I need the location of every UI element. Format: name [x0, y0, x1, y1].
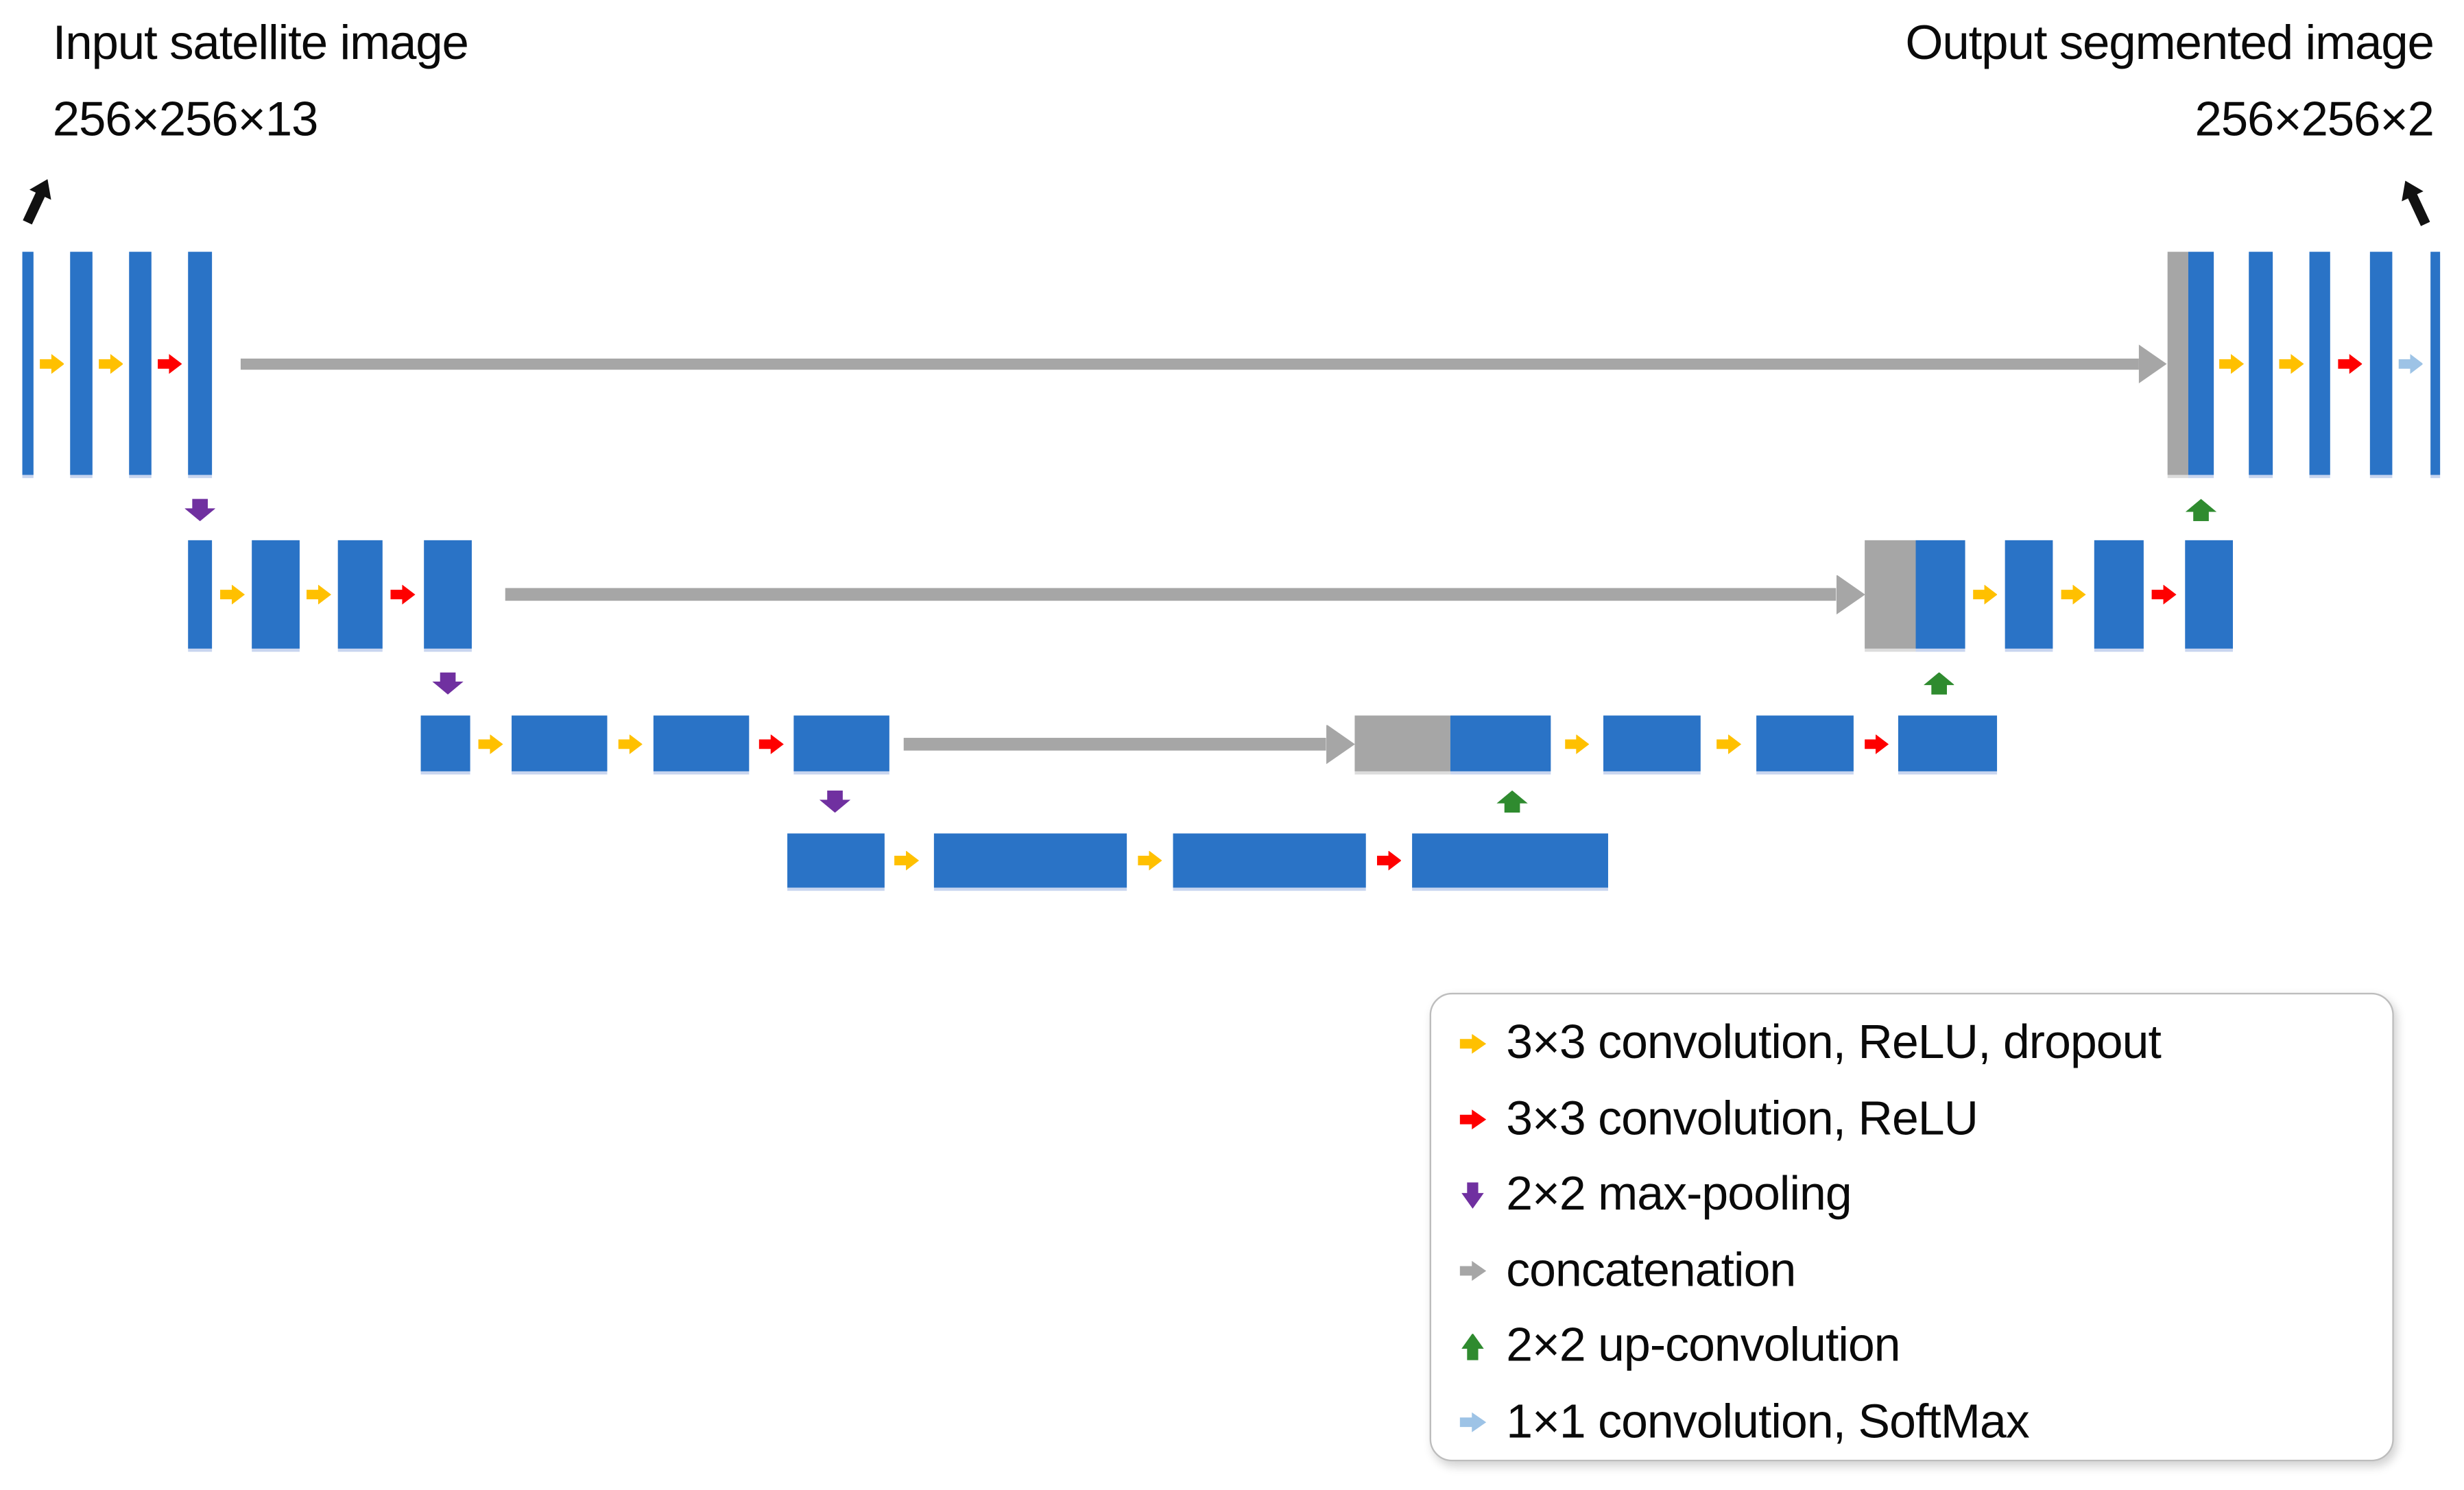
- legend-item: 3×3 convolution, ReLU: [1452, 1092, 2392, 1145]
- input-title: Input satellite image: [52, 16, 469, 71]
- conv-relu-arrow: [390, 584, 416, 605]
- conv-relu-dropout-arrow: [1137, 850, 1162, 871]
- feature-map-bar: [1915, 539, 1965, 649]
- input-flow-arrow: [16, 174, 58, 228]
- conv-relu-arrow: [1864, 734, 1889, 754]
- concatenated-skip-bar: [2166, 252, 2188, 476]
- feature-map-bar: [512, 715, 608, 772]
- upconv-arrow: [1923, 672, 1955, 695]
- conv-relu-dropout-arrow: [1717, 734, 1742, 754]
- concatenation-skip-arrowhead: [1326, 724, 1355, 765]
- input-label: Input satellite image 256×256×13: [52, 16, 469, 148]
- conv1x1-softmax-arrow: [2398, 354, 2424, 374]
- legend-item-label: 1×1 convolution, SoftMax: [1506, 1395, 2029, 1448]
- legend-item-label: concatenation: [1506, 1243, 1796, 1297]
- feature-map-bar: [252, 539, 301, 649]
- feature-map-bar: [2005, 539, 2054, 649]
- conv-relu-dropout-arrow: [2279, 354, 2304, 374]
- conv-relu-dropout-arrow: [2219, 354, 2245, 374]
- softmax-arrow-icon: [1452, 1406, 1493, 1438]
- concatenation-skip-arrowhead: [1837, 575, 1865, 615]
- conv-relu-arrow-icon: [1452, 1103, 1493, 1135]
- conv-relu-arrow: [2337, 354, 2363, 374]
- conv-relu-arrow: [758, 734, 784, 754]
- feature-map-bar: [1756, 715, 1854, 772]
- input-dimensions: 256×256×13: [52, 92, 319, 147]
- conv-relu-dropout-arrow: [894, 850, 920, 871]
- conv-relu-dropout-arrow: [478, 734, 503, 754]
- conv-relu-dropout-arrow: [307, 584, 332, 605]
- legend-item: 2×2 max-pooling: [1452, 1168, 2392, 1221]
- feature-map-bar: [1898, 715, 1997, 772]
- feature-map-bar: [2430, 252, 2440, 476]
- feature-map-bar: [128, 252, 152, 476]
- feature-map-bar: [2249, 252, 2274, 476]
- maxpool-arrow-icon: [1452, 1179, 1493, 1211]
- feature-map-bar: [423, 539, 471, 649]
- conv-relu-dropout-arrow: [1972, 584, 1998, 605]
- conv-relu-dropout-arrow: [2061, 584, 2086, 605]
- feature-map-bar: [1450, 715, 1551, 772]
- concat-arrow-icon: [1452, 1255, 1493, 1286]
- feature-map-bar: [337, 539, 383, 649]
- conv-relu-dropout-arrow: [1564, 734, 1590, 754]
- concatenation-skip-line: [505, 588, 1837, 601]
- concatenated-skip-bar: [1354, 715, 1450, 772]
- feature-map-bar: [2369, 252, 2393, 476]
- legend-item: 3×3 convolution, ReLU, dropout: [1452, 1016, 2392, 1070]
- conv-relu-arrow: [157, 354, 182, 374]
- output-title: Output segmented image: [1905, 16, 2435, 71]
- feature-map-bar: [933, 833, 1127, 887]
- legend-item-label: 3×3 convolution, ReLU: [1506, 1092, 1978, 1145]
- feature-map-bar: [187, 539, 213, 649]
- feature-map-bar: [2187, 252, 2214, 476]
- conv-relu-arrow: [1376, 850, 1402, 871]
- feature-map-bar: [1173, 833, 1366, 887]
- feature-map-bar: [794, 715, 890, 772]
- output-flow-arrow: [2395, 176, 2437, 229]
- feature-map-bar: [1411, 833, 1608, 887]
- feature-map-bar: [2309, 252, 2330, 476]
- conv-relu-dropout-arrow: [98, 354, 123, 374]
- output-dimensions: 256×256×2: [2194, 92, 2435, 147]
- maxpool-arrow: [432, 672, 464, 695]
- upconv-arrow: [1496, 790, 1528, 813]
- legend-item: 1×1 convolution, SoftMax: [1452, 1395, 2392, 1447]
- concatenation-skip-arrowhead: [2138, 344, 2167, 384]
- maxpool-arrow: [184, 498, 216, 522]
- feature-map-bar: [787, 833, 885, 887]
- legend-item-label: 2×2 up-convolution: [1506, 1319, 1900, 1373]
- conv-relu-dropout-arrow: [220, 584, 246, 605]
- feature-map-bar: [1603, 715, 1701, 772]
- conv-relu-arrow: [2151, 584, 2177, 605]
- output-label: Output segmented image 256×256×2: [1905, 16, 2435, 148]
- upconv-arrow-icon: [1452, 1331, 1493, 1362]
- feature-map-bar: [2094, 539, 2144, 649]
- legend-box: 3×3 convolution, ReLU, dropout 3×3 convo…: [1429, 992, 2394, 1462]
- maxpool-arrow: [819, 790, 851, 813]
- feature-map-bar: [420, 715, 470, 772]
- feature-map-bar: [21, 252, 34, 476]
- concatenation-skip-line: [904, 738, 1327, 751]
- conv-relu-dropout-arrow: [617, 734, 643, 754]
- feature-map-bar: [187, 252, 213, 476]
- concatenation-skip-line: [240, 357, 2138, 370]
- feature-map-bar: [70, 252, 93, 476]
- concatenated-skip-bar: [1865, 539, 1916, 649]
- conv-relu-dropout-arrow: [39, 354, 64, 374]
- conv-relu-dropout-arrow-icon: [1452, 1028, 1493, 1059]
- legend-item-label: 3×3 convolution, ReLU, dropout: [1506, 1016, 2162, 1070]
- feature-map-bar: [652, 715, 749, 772]
- feature-map-bar: [2184, 539, 2233, 649]
- legend-item: concatenation: [1452, 1243, 2392, 1297]
- legend-item-label: 2×2 max-pooling: [1506, 1168, 1852, 1221]
- legend-item: 2×2 up-convolution: [1452, 1319, 2392, 1372]
- upconv-arrow: [2185, 498, 2217, 522]
